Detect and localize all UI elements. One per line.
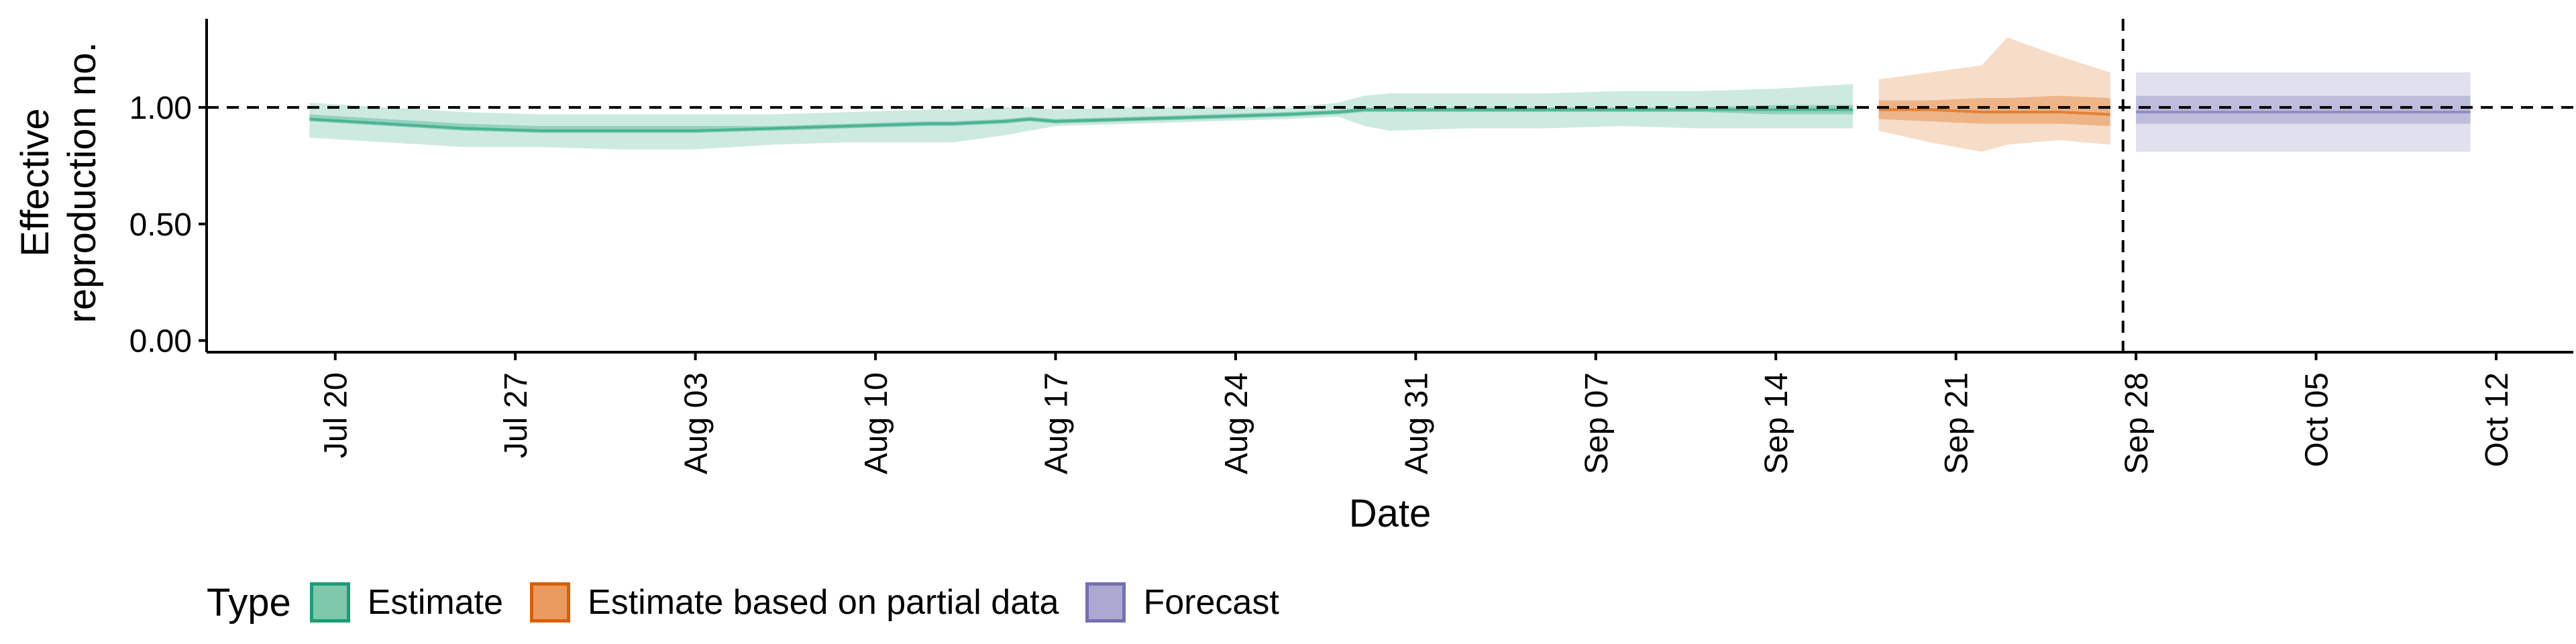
x-tick-label: Jul 20 <box>319 372 354 458</box>
x-tick-label: Aug 10 <box>859 372 894 474</box>
x-tick-label: Aug 03 <box>679 372 714 474</box>
y-axis-title-line1: Effective <box>13 108 57 256</box>
legend-label-forecast: Forecast <box>1143 583 1279 622</box>
legend-item-partial: Estimate based on partial data <box>530 582 1059 623</box>
x-axis-ticks: Jul 20 Jul 27 Aug 03 Aug 10 Aug 17 Aug 24 Aug … <box>319 352 2515 474</box>
x-tick-label: Sep 14 <box>1759 372 1794 474</box>
y-tick-label: 0.50 <box>129 207 192 243</box>
legend-item-forecast: Forecast <box>1085 582 1279 623</box>
y-axis-ticks: 0.00 0.50 1.00 <box>129 91 207 360</box>
legend-key-estimate <box>309 582 350 623</box>
forecast-50-band <box>2136 95 2471 124</box>
x-tick-label: Oct 12 <box>2479 372 2515 467</box>
estimate-50-band <box>309 105 1854 133</box>
x-tick-label: Sep 28 <box>2119 372 2155 474</box>
estimate-median-line <box>309 108 1854 132</box>
x-tick-label: Sep 07 <box>1579 372 1615 474</box>
estimate-90-band <box>309 84 1854 150</box>
legend-title: Type <box>207 580 291 625</box>
x-tick-label: Oct 05 <box>2300 372 2335 467</box>
uncertainty-bands <box>309 37 2471 152</box>
legend-key-partial <box>530 582 571 623</box>
estimate-based-on-partial-data-90-band <box>1878 37 2110 152</box>
legend-key-forecast <box>1085 582 1126 623</box>
estimate-based-on-partial-data-median-line <box>1878 108 2110 116</box>
legend: Type Estimate Estimate based on partial … <box>207 578 1306 627</box>
median-lines <box>309 108 2471 132</box>
x-tick-label: Aug 17 <box>1038 372 1074 474</box>
legend-item-estimate: Estimate <box>309 582 504 623</box>
x-tick-label: Sep 21 <box>1939 372 1975 474</box>
x-tick-label: Aug 24 <box>1219 372 1254 474</box>
y-axis-title-line2: reproduction no. <box>60 42 104 323</box>
y-tick-label: 0.00 <box>129 324 192 360</box>
x-tick-label: Aug 31 <box>1399 372 1434 474</box>
legend-label-partial: Estimate based on partial data <box>588 583 1059 622</box>
x-axis-title: Date <box>1349 492 1432 535</box>
legend-label-estimate: Estimate <box>367 583 504 622</box>
x-tick-label: Jul 27 <box>498 372 534 458</box>
y-tick-label: 1.00 <box>129 91 192 126</box>
